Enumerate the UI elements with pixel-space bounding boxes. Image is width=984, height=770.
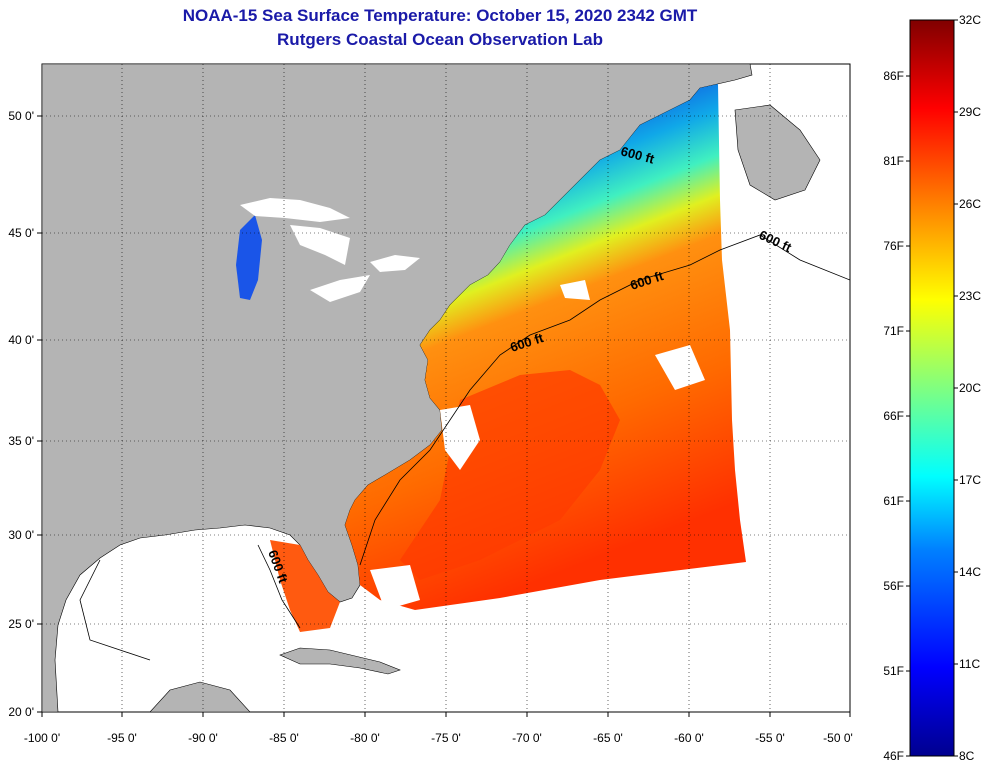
sst-gulf-stream bbox=[400, 370, 620, 580]
lon-tick-label: -80 0' bbox=[350, 731, 380, 745]
lon-tick-label: -100 0' bbox=[24, 731, 60, 745]
lon-tick-label: -75 0' bbox=[431, 731, 461, 745]
lon-tick-label: -55 0' bbox=[755, 731, 785, 745]
isobath-600ft bbox=[359, 234, 850, 566]
colorbar-fahrenheit-label: 66F bbox=[883, 409, 904, 423]
lake-huron bbox=[290, 225, 350, 265]
lon-tick-label: -95 0' bbox=[107, 731, 137, 745]
lake-ontario bbox=[370, 255, 420, 272]
map-title: NOAA-15 Sea Surface Temperature: October… bbox=[182, 6, 698, 25]
lon-tick-label: -50 0' bbox=[823, 731, 853, 745]
lat-tick-label: 40 0' bbox=[8, 333, 34, 347]
colorbar-fahrenheit-label: 86F bbox=[883, 69, 904, 83]
lon-tick-label: -70 0' bbox=[512, 731, 542, 745]
colorbar-celsius-label: 23C bbox=[959, 289, 981, 303]
colorbar-celsius-label: 20C bbox=[959, 381, 981, 395]
colorbar-fahrenheit-label: 76F bbox=[883, 239, 904, 253]
colorbar-fahrenheit-label: 81F bbox=[883, 154, 904, 168]
lon-tick-label: -65 0' bbox=[593, 731, 623, 745]
axis-ticks bbox=[37, 115, 851, 717]
lake-erie bbox=[310, 275, 370, 302]
cloud-patch bbox=[655, 345, 705, 390]
lat-tick-label: 35 0' bbox=[8, 434, 34, 448]
sst-gulf-swath bbox=[270, 540, 340, 632]
colorbar-celsius-label: 11C bbox=[959, 657, 980, 671]
lat-tick-label: 25 0' bbox=[8, 617, 34, 631]
lat-tick-label: 30 0' bbox=[8, 528, 34, 542]
colorbar-fahrenheit-label: 56F bbox=[883, 579, 904, 593]
land-cuba bbox=[279, 647, 401, 675]
colorbar-celsius-label: 32C bbox=[959, 13, 981, 27]
colorbar-celsius-label: 14C bbox=[959, 565, 981, 579]
colorbar-celsius-label: 8C bbox=[959, 749, 975, 763]
land-newfoundland bbox=[734, 104, 821, 201]
isobath-600ft-gulf bbox=[79, 544, 301, 661]
lon-tick-label: -60 0' bbox=[674, 731, 704, 745]
lat-tick-label: 20 0' bbox=[8, 705, 34, 719]
colorbar-fahrenheit-label: 61F bbox=[883, 494, 904, 508]
colorbar-celsius-label: 26C bbox=[959, 197, 981, 211]
colorbar-celsius-label: 29C bbox=[959, 105, 981, 119]
cloud-patch bbox=[440, 405, 480, 470]
colorbar-celsius-label: 17C bbox=[959, 473, 981, 487]
map-subtitle: Rutgers Coastal Ocean Observation Lab bbox=[277, 30, 603, 49]
colorbar bbox=[909, 19, 955, 757]
cloud-patch bbox=[370, 565, 420, 610]
lake-superior bbox=[240, 198, 350, 222]
lon-tick-label: -85 0' bbox=[269, 731, 299, 745]
grid bbox=[42, 64, 850, 712]
colorbar-fahrenheit-label: 51F bbox=[883, 664, 904, 678]
colorbar-ticks bbox=[906, 19, 958, 757]
land-yucatan bbox=[149, 681, 251, 712]
colorbar-fahrenheit-label: 71F bbox=[883, 324, 904, 338]
colorbar-fahrenheit-label: 46F bbox=[883, 749, 904, 763]
lat-tick-label: 45 0' bbox=[8, 226, 34, 240]
lat-tick-label: 50 0' bbox=[8, 109, 34, 123]
lon-tick-label: -90 0' bbox=[188, 731, 218, 745]
lake-michigan bbox=[236, 215, 262, 300]
cloud-patch bbox=[560, 280, 590, 300]
